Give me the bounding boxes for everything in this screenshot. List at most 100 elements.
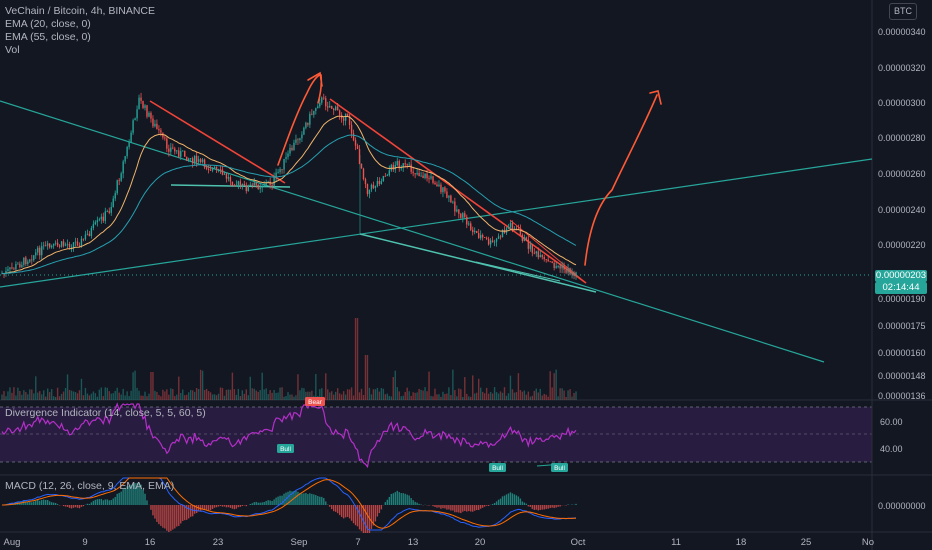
volume-bar bbox=[559, 388, 561, 400]
legend-vol[interactable]: Vol bbox=[5, 44, 20, 56]
bull-marker-2[interactable]: Bull bbox=[489, 463, 506, 472]
volume-bar bbox=[507, 393, 510, 400]
trendlines[interactable] bbox=[0, 98, 873, 363]
volume-bar bbox=[146, 396, 148, 400]
candle bbox=[211, 167, 214, 173]
volume-bar bbox=[56, 387, 59, 400]
volume-bar bbox=[150, 372, 152, 400]
macd-bar bbox=[39, 500, 41, 505]
macd-bar bbox=[334, 505, 337, 512]
teal-support-2[interactable] bbox=[359, 233, 597, 293]
candle bbox=[170, 143, 172, 156]
volume-bar bbox=[567, 390, 569, 400]
macd-bar bbox=[114, 496, 116, 505]
candle bbox=[39, 245, 41, 260]
macd-bar bbox=[553, 505, 555, 509]
candle bbox=[227, 173, 230, 182]
macd-bar bbox=[199, 505, 202, 511]
candle bbox=[380, 178, 383, 185]
candle bbox=[84, 230, 87, 241]
teal-long-uptrend-line[interactable] bbox=[0, 158, 873, 288]
macd-bar bbox=[56, 504, 59, 505]
macd-bar bbox=[130, 484, 132, 505]
arrow-1[interactable] bbox=[277, 74, 323, 166]
macd-bar bbox=[76, 505, 79, 508]
macd-bar bbox=[311, 493, 313, 505]
volume-bar bbox=[209, 392, 212, 400]
bull-marker-3[interactable]: Bull bbox=[551, 463, 568, 472]
macd-bar bbox=[533, 505, 535, 510]
time-axis[interactable]: Aug 9 16 23 Sep 7 13 20 Oct 11 18 25 No bbox=[4, 537, 875, 548]
candle bbox=[263, 181, 265, 188]
macd-bar bbox=[90, 502, 93, 505]
macd-bar bbox=[287, 491, 289, 505]
price-axis[interactable]: 0.00000340 0.00000320 0.00000300 0.00000… bbox=[878, 27, 926, 511]
candle bbox=[21, 261, 23, 268]
macd-bar bbox=[541, 505, 543, 510]
macd-bar bbox=[454, 505, 456, 513]
volume-bar bbox=[519, 390, 522, 400]
red-resistance-2[interactable] bbox=[329, 98, 587, 284]
macd-bar bbox=[186, 505, 188, 520]
candle bbox=[35, 249, 37, 259]
volume-bar bbox=[549, 371, 551, 400]
legend-ema55[interactable]: EMA (55, close, 0) bbox=[5, 31, 91, 43]
currency-button[interactable]: BTC bbox=[889, 3, 917, 20]
hand-drawn-arrows[interactable] bbox=[277, 71, 662, 266]
red-resistance-1[interactable] bbox=[149, 100, 286, 184]
volume-bar bbox=[464, 377, 466, 400]
candle bbox=[184, 150, 186, 157]
volume-bar bbox=[398, 391, 400, 400]
candle bbox=[396, 157, 398, 167]
bear-marker[interactable]: Bear bbox=[305, 397, 325, 406]
volume-bar bbox=[243, 393, 246, 400]
legend-symbol[interactable]: VeChain / Bitcoin, 4h, BINANCE bbox=[5, 5, 155, 17]
bull-marker-1[interactable]: Bull bbox=[277, 444, 294, 453]
candle bbox=[120, 171, 122, 182]
volume-bar bbox=[531, 395, 534, 400]
volume-bar bbox=[426, 391, 428, 400]
macd-bar bbox=[543, 505, 545, 510]
teal-long-downtrend-line[interactable] bbox=[0, 100, 825, 363]
macd-bar bbox=[331, 505, 333, 510]
arrow-2[interactable] bbox=[584, 94, 658, 266]
candle bbox=[152, 115, 154, 129]
volume-bar bbox=[265, 388, 267, 400]
volume-bar bbox=[128, 396, 130, 400]
macd-bar bbox=[100, 498, 103, 505]
volume-bar bbox=[430, 395, 432, 400]
legend-macd[interactable]: MACD (12, 26, close, 9, EMA, EMA) bbox=[5, 480, 175, 492]
macd-bar bbox=[241, 505, 244, 507]
candle bbox=[553, 261, 555, 271]
volume-bar bbox=[118, 392, 120, 400]
macd-bar bbox=[412, 500, 414, 505]
volume-bar bbox=[444, 394, 446, 400]
volume-bar bbox=[329, 392, 331, 400]
ema-55-line bbox=[1, 134, 577, 275]
candle bbox=[368, 189, 371, 199]
candle bbox=[134, 117, 136, 121]
volume-bar bbox=[491, 393, 494, 400]
macd-bar bbox=[82, 505, 85, 507]
volume-bar bbox=[257, 391, 259, 400]
macd-bar bbox=[462, 505, 464, 512]
legend-divergence[interactable]: Divergence Indicator (14, close, 5, 5, 6… bbox=[5, 407, 206, 419]
volume-bar bbox=[499, 391, 502, 400]
candle bbox=[209, 164, 212, 172]
teal-support-3[interactable] bbox=[475, 261, 561, 282]
volume-bar bbox=[374, 389, 377, 400]
candle bbox=[344, 113, 347, 126]
volume-bar bbox=[400, 396, 402, 400]
volume-bar bbox=[503, 387, 506, 400]
legend-ema20[interactable]: EMA (20, close, 0) bbox=[5, 18, 91, 30]
candle bbox=[66, 239, 69, 249]
rsi-tick: 40.00 bbox=[880, 444, 903, 454]
volume-bar bbox=[186, 394, 188, 400]
volume-bar bbox=[321, 388, 323, 400]
macd-bar bbox=[152, 505, 154, 516]
volume-bar bbox=[396, 387, 398, 400]
price-tick: 0.00000136 bbox=[878, 391, 926, 401]
volume-bar bbox=[199, 369, 202, 400]
bull-marker-box bbox=[277, 444, 294, 453]
